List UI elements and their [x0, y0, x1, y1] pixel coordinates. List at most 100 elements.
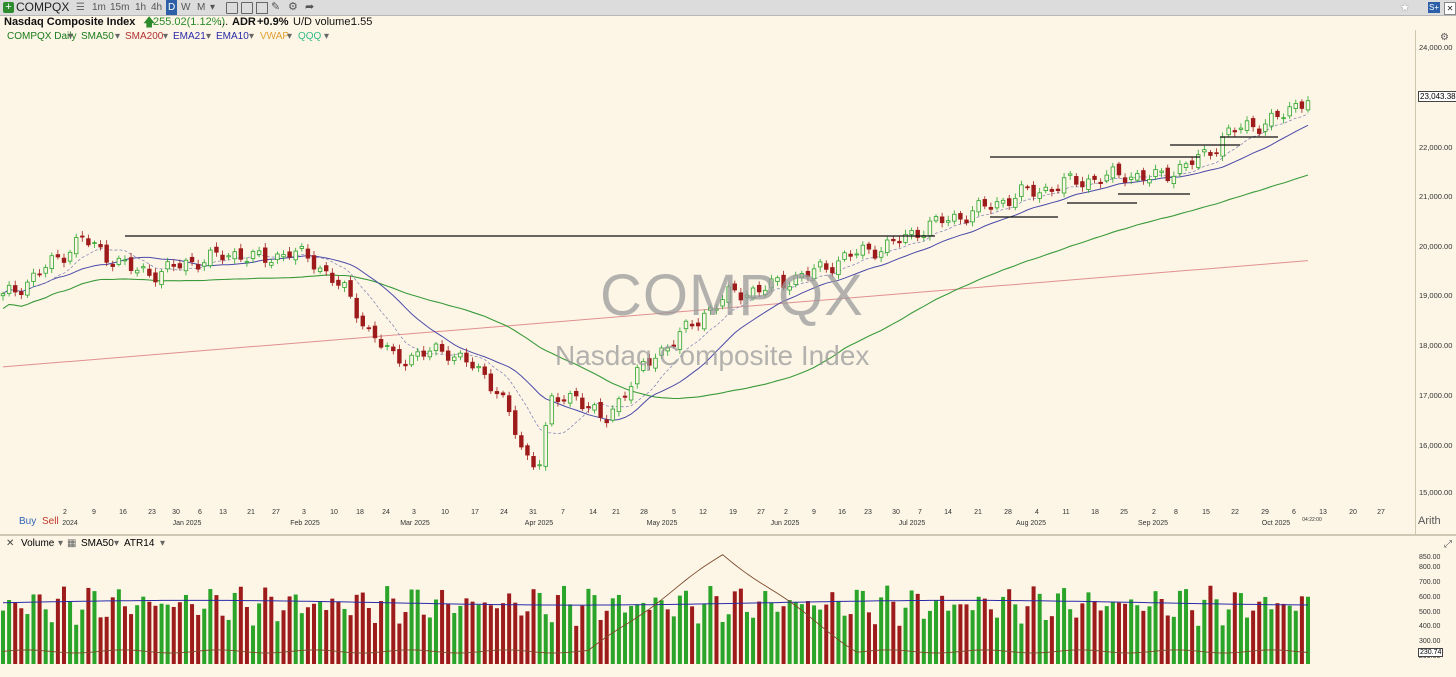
candle-body	[1232, 130, 1238, 133]
chart-settings-icon[interactable]: ⚙	[1440, 32, 1449, 43]
candle-body	[866, 243, 872, 250]
candle-body	[1171, 175, 1177, 185]
legend-qqq[interactable]: QQQ	[298, 31, 322, 42]
legend-sma50[interactable]: SMA50	[81, 31, 114, 42]
candle-body	[1074, 176, 1079, 185]
legend-vol-sma50[interactable]: SMA50	[81, 538, 114, 549]
candle-body	[1043, 186, 1048, 192]
add-symbol-icon[interactable]: +	[3, 2, 14, 13]
chevron-down-icon[interactable]: ▾	[163, 31, 169, 42]
volume-chart[interactable]	[0, 551, 1415, 672]
close-panel-icon[interactable]: ✕	[6, 538, 15, 549]
volume-bar	[903, 607, 908, 664]
candle-body	[476, 366, 481, 369]
price-chart[interactable]	[0, 44, 1415, 530]
volume-bar	[1275, 603, 1280, 664]
candle-body	[494, 391, 500, 395]
chevron-down-icon[interactable]: ▾	[249, 31, 255, 42]
chevron-down-icon[interactable]: ▾	[114, 538, 120, 549]
volume-bar	[470, 601, 475, 664]
tf-4h[interactable]: 4h	[151, 2, 163, 13]
legend-ema21[interactable]: EMA21	[173, 31, 206, 42]
symbol-input[interactable]: COMPQX	[16, 0, 70, 14]
list-icon[interactable]: ☰	[76, 2, 85, 13]
sell-button[interactable]: Sell	[42, 516, 59, 527]
draw-pencil-icon[interactable]: ✎	[271, 1, 281, 13]
candle-body	[208, 249, 213, 267]
chevron-down-icon[interactable]: ▾	[287, 31, 293, 42]
volume-bar	[458, 605, 463, 664]
legend-volume[interactable]: Volume	[21, 538, 55, 549]
candle-body	[1067, 173, 1073, 176]
month-tick-label: Mar 2025	[400, 520, 430, 527]
volume-bar	[598, 620, 603, 664]
favorite-star-icon[interactable]: ★	[1400, 2, 1410, 14]
volume-bar	[616, 594, 621, 664]
legend-vwap[interactable]: VWAP	[260, 31, 290, 42]
candle-body	[305, 248, 311, 259]
tf-1h[interactable]: 1h	[135, 2, 147, 13]
date-tick-label: 20	[1349, 509, 1357, 516]
tf-monthly[interactable]: M	[197, 2, 206, 13]
chevron-down-icon[interactable]: ▾	[68, 31, 74, 42]
close-icon[interactable]: ✕	[1444, 2, 1456, 15]
last-price-label: 23,043.38	[1418, 91, 1456, 102]
volume-bar	[251, 625, 256, 664]
candle-body	[293, 250, 298, 261]
volume-bar	[720, 621, 725, 664]
settings-icon[interactable]: ⚙	[288, 1, 298, 13]
candle-body	[12, 285, 18, 293]
candle-body	[275, 253, 280, 261]
volume-bar	[549, 622, 554, 664]
chevron-down-icon[interactable]: ▾	[206, 31, 212, 42]
month-tick-label: 2024	[62, 520, 78, 527]
date-tick-label: 24	[382, 509, 390, 516]
price-axis[interactable]	[1415, 30, 1456, 535]
candle-body	[519, 435, 524, 448]
tf-1m[interactable]: 1m	[92, 2, 106, 13]
volume-bar	[1257, 601, 1262, 664]
volume-bar	[988, 609, 993, 664]
chart-type-icon[interactable]	[226, 2, 238, 14]
legend-sma200[interactable]: SMA200	[125, 31, 164, 42]
candle-body	[1092, 175, 1097, 180]
volume-bar	[854, 589, 859, 664]
chevron-down-icon[interactable]: ▾	[324, 31, 330, 42]
panel-divider[interactable]	[0, 534, 1456, 536]
grid-icon[interactable]: ▦	[67, 538, 77, 549]
date-tick-label: 27	[272, 509, 280, 516]
volume-bar	[1299, 596, 1304, 664]
tf-weekly[interactable]: W	[181, 2, 191, 13]
expand-icon[interactable]: ⤢	[1444, 539, 1452, 550]
candle-body	[1025, 186, 1030, 189]
legend-compqx-daily[interactable]: COMPQX Daily	[7, 31, 77, 42]
sp-button[interactable]: S+	[1428, 2, 1440, 13]
chevron-down-icon[interactable]: ▾	[58, 538, 64, 549]
volume-bar	[580, 605, 585, 664]
layout-icon[interactable]	[256, 2, 268, 14]
candle-body	[1165, 167, 1170, 182]
candle-body	[872, 249, 878, 259]
buy-button[interactable]: Buy	[19, 516, 37, 527]
volume-bar	[946, 610, 951, 664]
volume-bar	[68, 601, 73, 664]
volume-bar	[433, 599, 438, 664]
tf-more-icon[interactable]: ▾	[210, 2, 216, 13]
volume-bar	[866, 612, 871, 664]
scale-mode[interactable]: Arith	[1418, 515, 1441, 527]
date-tick-label: 18	[1091, 509, 1099, 516]
indicators-icon[interactable]	[241, 2, 253, 14]
chevron-down-icon[interactable]: ▾	[115, 31, 121, 42]
volume-tick-label: 850.00	[1419, 554, 1441, 561]
share-icon[interactable]: ➦	[305, 1, 315, 13]
date-tick-label: 24	[500, 509, 508, 516]
tf-15m[interactable]: 15m	[110, 2, 130, 13]
legend-atr14[interactable]: ATR14	[124, 538, 155, 549]
chevron-down-icon[interactable]: ▾	[160, 538, 166, 549]
legend-ema10[interactable]: EMA10	[216, 31, 249, 42]
candle-body	[244, 261, 250, 263]
volume-bar	[275, 621, 280, 664]
tf-daily[interactable]: D	[166, 0, 178, 15]
volume-tick-label: 500.00	[1419, 609, 1441, 616]
month-tick-label: Apr 2025	[524, 520, 554, 527]
